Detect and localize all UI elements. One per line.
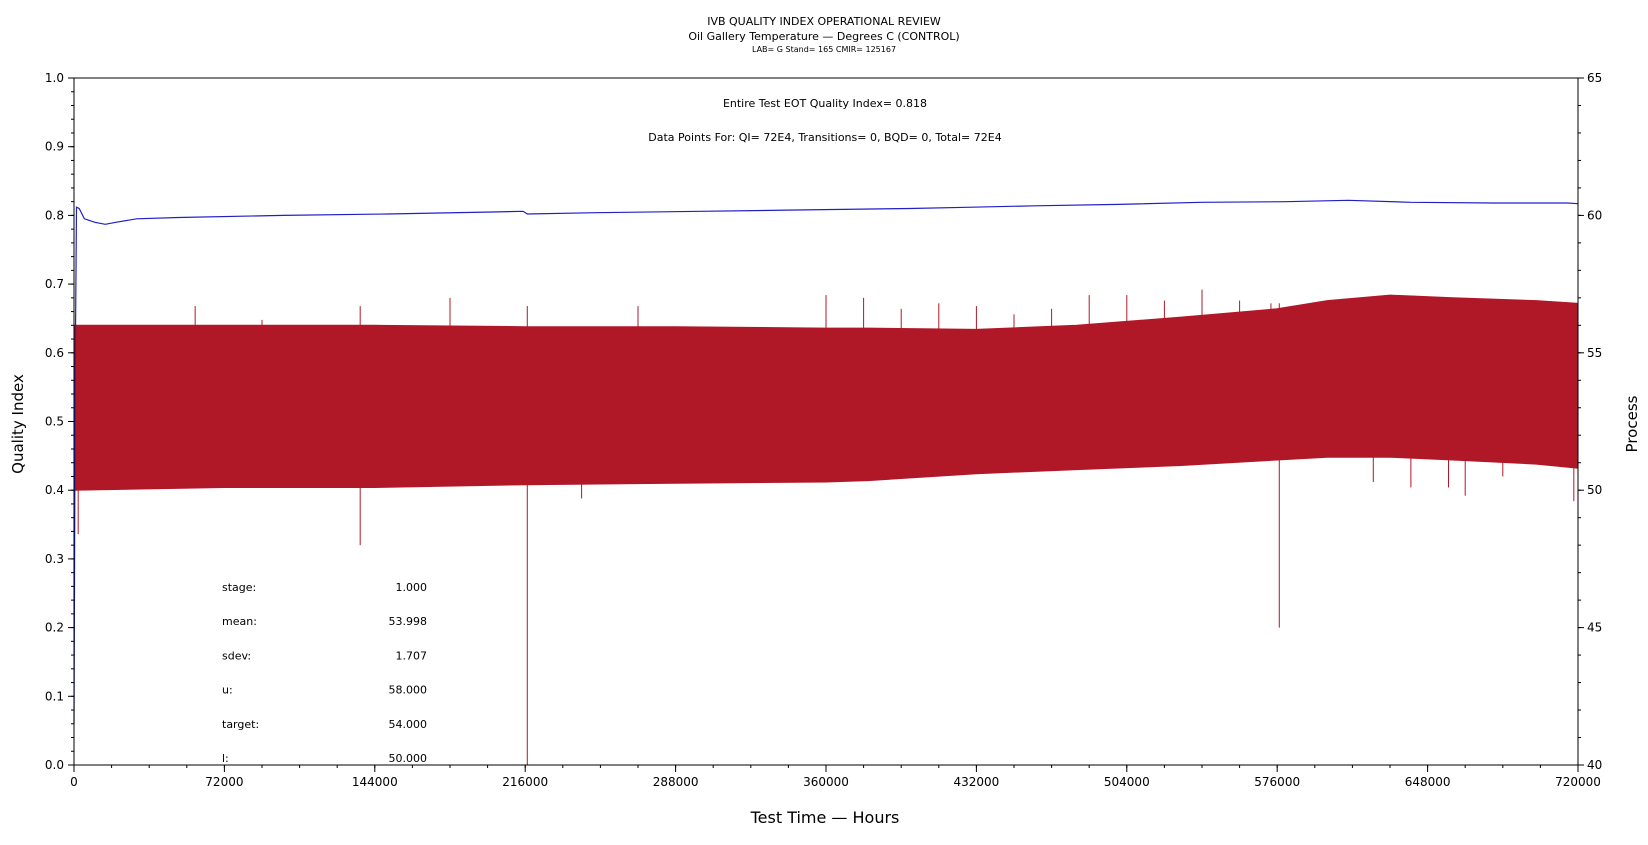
x-axis-label: Test Time — Hours [750,808,900,827]
stat-label: target: [222,718,259,731]
y2-tick-label: 50 [1587,483,1602,497]
stat-label: u: [222,684,233,697]
chart-subtitle-lab: LAB= G Stand= 165 CMIR= 125167 [752,45,896,54]
x-tick-label: 432000 [953,775,999,789]
y2-tick-label: 65 [1587,71,1602,85]
stat-value: 54.000 [389,718,428,731]
x-tick-label: 216000 [502,775,548,789]
chart-title: IVB QUALITY INDEX OPERATIONAL REVIEW [707,15,941,28]
x-tick-label: 360000 [803,775,849,789]
y2-tick-label: 45 [1587,621,1602,635]
y-tick-label: 0.9 [45,140,64,154]
x-tick-label: 504000 [1104,775,1150,789]
y-tick-label: 0.7 [45,277,64,291]
x-tick-label: 144000 [352,775,398,789]
y-tick-label: 0.2 [45,621,64,635]
x-tick-label: 720000 [1555,775,1601,789]
annotation-data-points: Data Points For: QI= 72E4, Transitions= … [648,131,1001,144]
y2-tick-label: 60 [1587,208,1602,222]
stat-label: stage: [222,581,256,594]
plot-area [73,199,1579,765]
axes: 0.0 0.1 0.2 0.3 0.4 0.5 0.6 0.7 0.8 0.9 1.0 40 45 50 5… [45,71,1602,789]
y2-axis-label: Process [1623,395,1641,452]
x-tick-label: 576000 [1254,775,1300,789]
stat-value: 53.998 [389,615,428,628]
stat-label: mean: [222,615,257,628]
x-tick-label: 0 [70,775,78,789]
y2-tick-label: 40 [1587,758,1602,772]
stat-label: sdev: [222,649,251,662]
quality-index-line [73,199,1579,724]
x-tick-label: 288000 [653,775,699,789]
y-tick-label: 0.4 [45,483,64,497]
chart-subtitle: Oil Gallery Temperature — Degrees C (CON… [688,30,959,43]
stat-value: 50.000 [389,752,428,765]
x-tick-label: 72000 [205,775,243,789]
stat-value: 1.707 [396,649,428,662]
annotation-quality-index: Entire Test EOT Quality Index= 0.818 [723,97,927,110]
y-axis-label: Quality Index [9,374,27,474]
y2-tick-label: 55 [1587,346,1602,360]
stat-value: 1.000 [396,581,428,594]
stat-label: l: [222,752,229,765]
y-tick-label: 1.0 [45,71,64,85]
y-tick-label: 0.0 [45,758,64,772]
y-tick-label: 0.6 [45,346,64,360]
y-tick-label: 0.8 [45,208,64,222]
stats-table: stage: 1.000 mean: 53.998 sdev: 1.707 u: 58.000… [222,581,427,765]
stat-value: 58.000 [389,684,428,697]
y-tick-label: 0.5 [45,415,64,429]
x-tick-label: 648000 [1405,775,1451,789]
y-tick-label: 0.1 [45,689,64,703]
y-tick-label: 0.3 [45,552,64,566]
